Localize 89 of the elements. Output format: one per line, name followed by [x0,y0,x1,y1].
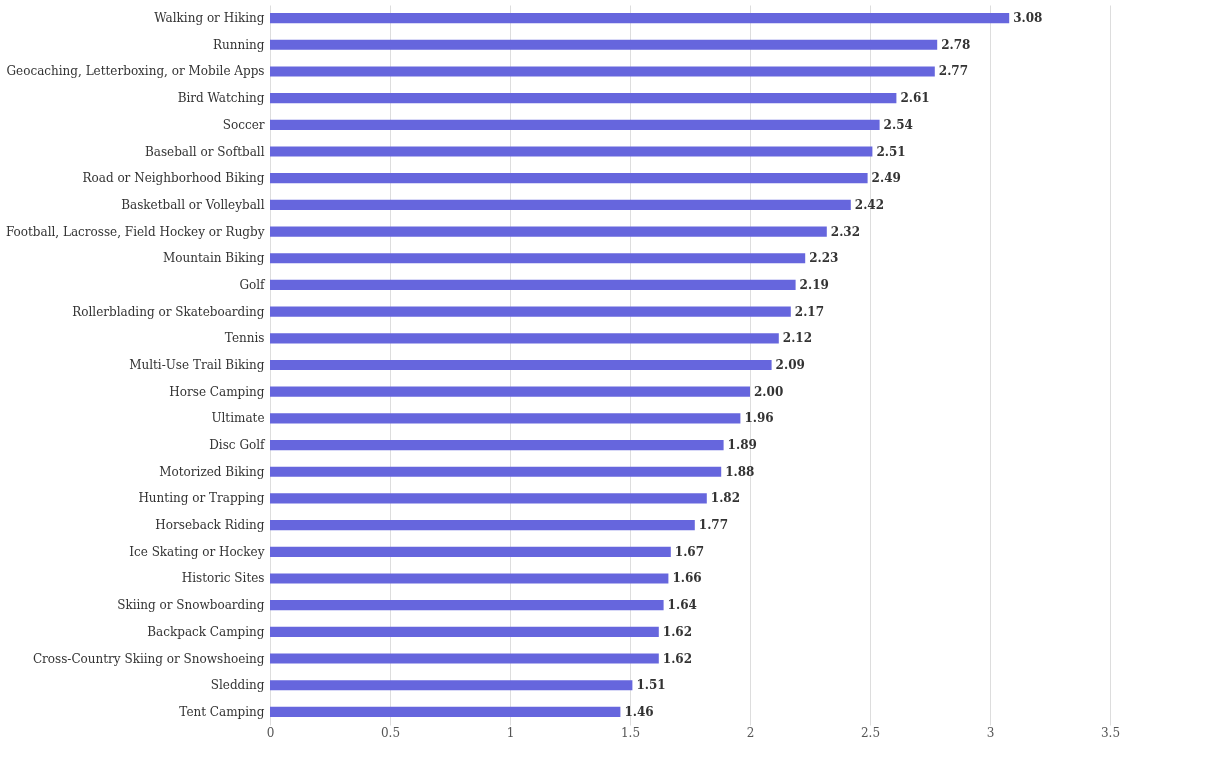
data-label: 1.67 [674,544,705,559]
x-tick-label: 1 [506,725,515,740]
bar [270,146,873,157]
bar [270,493,707,504]
data-label: 2.78 [941,37,971,52]
y-tick-label: Disc Golf [209,438,267,453]
bar [270,173,868,184]
y-tick-label: Basketball or Volleyball [121,197,265,212]
data-label: 2.17 [794,304,825,319]
y-tick-label: Sledding [210,678,265,693]
bar [270,226,827,237]
data-label: 2.61 [900,91,930,106]
x-tick-label: 0.5 [380,725,401,740]
y-tick-label: Horse Camping [169,384,265,399]
y-tick-label: Walking or Hiking [154,11,265,26]
bar [270,466,722,477]
data-label: 1.89 [727,438,757,453]
bar [270,333,779,344]
bar [270,13,1010,24]
bar [270,546,671,557]
data-label: 2.19 [799,277,829,292]
x-tick-label: 0 [266,725,275,740]
data-label: 2.09 [775,358,805,372]
bar [270,573,669,584]
y-tick-label: Road or Neighborhood Biking [82,171,265,186]
bar [270,600,664,611]
data-label: 3.08 [1013,11,1043,26]
bar [270,359,772,371]
x-tick-label: 2 [746,725,755,740]
y-tick-label: Ice Skating or Hockey [129,544,265,559]
data-label: 1.77 [698,518,729,533]
data-label: 2.42 [854,197,885,212]
bar [270,706,621,717]
data-label: 2.49 [871,171,901,186]
y-tick-label: Horseback Riding [155,518,265,533]
y-tick-label: Bird Watching [177,91,265,106]
x-tick-label: 3.5 [1100,725,1121,740]
y-tick-label: Multi-Use Trail Biking [129,358,265,372]
bar [270,306,791,317]
data-label: 2.32 [830,224,861,239]
bar [270,253,806,264]
data-label: 2.00 [754,384,784,399]
bar [270,439,724,451]
data-label: 2.12 [782,331,813,346]
data-label: 2.54 [883,117,913,132]
bar [270,279,796,291]
data-label: 1.88 [725,464,755,479]
y-tick-label: Football, Lacrosse, Field Hockey or Rugby [5,224,265,239]
data-label: 1.46 [624,704,654,719]
data-label: 2.23 [809,251,839,266]
y-tick-label: Baseball or Softball [144,144,265,159]
data-label: 2.77 [938,64,969,79]
bar [270,66,935,77]
data-label: 1.96 [744,411,774,426]
bar [270,653,659,664]
y-tick-label: Golf [239,277,267,292]
bar [270,680,633,691]
x-tick-label: 2.5 [860,725,881,740]
y-tick-label: Rollerblading or Skateboarding [72,304,265,319]
data-label: 1.62 [662,651,693,666]
y-tick-label: Cross-Country Skiing or Snowshoeing [32,651,265,666]
bar [270,39,938,50]
bar [270,626,659,637]
bar [270,93,897,104]
data-label: 1.66 [672,571,702,586]
x-tick-label: 1.5 [620,725,641,740]
y-tick-label: Tent Camping [179,704,265,719]
data-label: 2.51 [876,144,906,159]
bar [270,386,750,397]
bar [270,413,741,424]
y-tick-label: Mountain Biking [162,251,265,266]
bar [270,520,695,531]
y-tick-label: Geocaching, Letterboxing, or Mobile Apps [6,64,265,79]
y-tick-label: Soccer [222,117,265,132]
y-tick-label: Hunting or Trapping [138,491,265,506]
data-label: 1.82 [710,491,741,506]
bar [270,199,851,210]
data-label: 1.62 [662,624,693,639]
y-tick-label: Tennis [224,331,265,346]
data-label: 1.64 [667,598,697,613]
y-tick-label: Skiing or Snowboarding [117,598,265,613]
x-tick-label: 3 [986,725,995,740]
y-tick-label: Historic Sites [181,571,265,586]
bar [270,119,880,130]
y-tick-label: Running [213,37,265,52]
y-tick-label: Ultimate [211,411,265,426]
y-tick-label: Backpack Camping [147,624,265,639]
y-tick-label: Motorized Biking [159,464,265,479]
data-label: 1.51 [636,678,666,693]
